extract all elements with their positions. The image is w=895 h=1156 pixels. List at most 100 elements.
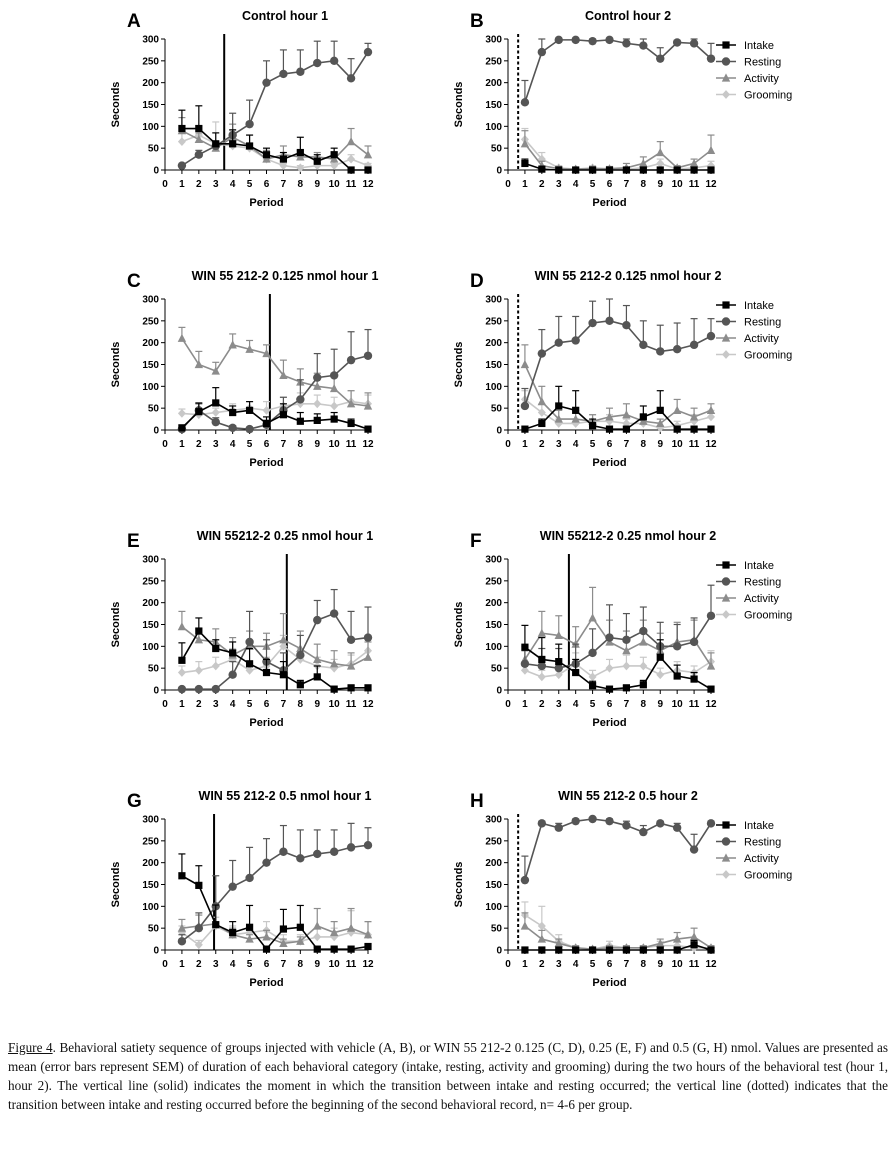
series-resting	[520, 298, 716, 411]
y-tick-label: 250	[142, 576, 159, 587]
data-point	[605, 166, 614, 174]
legend-marker	[722, 350, 730, 359]
data-point	[706, 819, 716, 828]
data-point	[177, 333, 187, 342]
data-point	[537, 921, 546, 931]
x-tick-label: 4	[573, 179, 579, 190]
y-tick-label: 300	[485, 815, 502, 826]
data-point	[520, 921, 530, 930]
x-tick-label: 6	[607, 439, 613, 450]
data-point	[707, 161, 715, 171]
data-point	[330, 685, 338, 693]
data-point	[363, 930, 373, 939]
y-tick-label: 250	[142, 316, 159, 327]
series-line	[181, 844, 369, 942]
x-tick-label: 12	[362, 959, 374, 970]
series-grooming	[520, 390, 715, 433]
x-tick-label: 11	[689, 179, 700, 190]
legend: Intake Resting Activity Grooming	[716, 820, 792, 882]
legend-label: Intake	[744, 820, 774, 832]
data-point	[178, 872, 186, 880]
x-tick-label: 0	[505, 959, 511, 970]
data-point	[346, 635, 356, 644]
y-tick-label: 300	[485, 555, 502, 566]
panel-title: Control hour 1	[242, 9, 328, 23]
data-point	[194, 150, 204, 159]
x-tick-label: 3	[556, 179, 562, 190]
y-tick-label: 300	[142, 555, 159, 566]
data-point	[656, 653, 664, 661]
x-tick-label: 12	[362, 439, 374, 450]
data-point	[639, 166, 647, 174]
data-point	[347, 684, 355, 692]
x-tick-label: 4	[230, 959, 236, 970]
data-point	[211, 684, 220, 694]
x-tick-label: 0	[505, 699, 511, 710]
data-point	[588, 36, 597, 46]
series-line	[181, 875, 369, 951]
x-tick-label: 3	[213, 699, 219, 710]
series-intake	[178, 853, 372, 953]
data-point	[177, 409, 186, 418]
x-tick-label: 8	[641, 179, 647, 190]
data-point	[363, 47, 373, 57]
x-tick-label: 1	[179, 179, 185, 190]
data-point	[245, 406, 254, 414]
x-axis-label: Period	[592, 977, 626, 989]
data-point	[639, 827, 648, 837]
y-axis-label: Seconds	[110, 862, 122, 908]
data-point	[622, 821, 631, 830]
data-point	[689, 932, 699, 941]
legend-marker	[722, 561, 730, 569]
x-tick-label: 7	[624, 439, 630, 450]
data-point	[329, 383, 339, 393]
series-line	[524, 925, 712, 950]
data-point	[537, 47, 547, 57]
data-point	[279, 69, 288, 79]
data-point	[656, 670, 665, 680]
series-resting	[177, 40, 373, 170]
x-tick-label: 10	[329, 179, 341, 190]
x-axis-label: Period	[249, 717, 283, 729]
x-axis-label: Period	[592, 457, 626, 469]
data-point	[520, 98, 530, 107]
data-point	[689, 845, 699, 854]
data-point	[656, 147, 665, 157]
x-tick-label: 10	[672, 959, 684, 970]
data-point	[313, 849, 322, 859]
y-tick-label: 200	[142, 858, 159, 869]
data-point	[296, 148, 304, 157]
x-tick-label: 5	[247, 959, 253, 970]
x-tick-label: 4	[230, 179, 236, 190]
data-point	[537, 408, 546, 417]
data-point	[588, 318, 597, 328]
data-point	[673, 946, 681, 954]
series-line	[181, 129, 369, 160]
data-point	[706, 661, 716, 670]
data-point	[622, 425, 631, 433]
y-tick-label: 300	[485, 35, 502, 46]
legend-marker	[721, 317, 731, 326]
data-point	[605, 416, 614, 426]
y-tick-label: 0	[496, 946, 502, 957]
y-tick-label: 250	[485, 56, 502, 67]
data-point	[622, 635, 631, 644]
data-point	[279, 161, 288, 171]
data-point	[520, 665, 529, 675]
series-activity	[520, 344, 716, 428]
data-point	[588, 946, 597, 954]
data-point	[329, 56, 339, 66]
panel-letter: F	[470, 531, 482, 552]
legend-label: Activity	[744, 73, 779, 85]
series-line	[524, 818, 712, 881]
data-point	[605, 35, 614, 45]
legend-label: Activity	[744, 853, 779, 865]
data-point	[554, 663, 563, 673]
data-point	[262, 154, 271, 163]
data-point	[520, 139, 530, 148]
y-tick-label: 250	[485, 576, 502, 587]
data-point	[245, 665, 254, 675]
data-point	[296, 163, 305, 173]
x-tick-label: 12	[705, 959, 717, 970]
